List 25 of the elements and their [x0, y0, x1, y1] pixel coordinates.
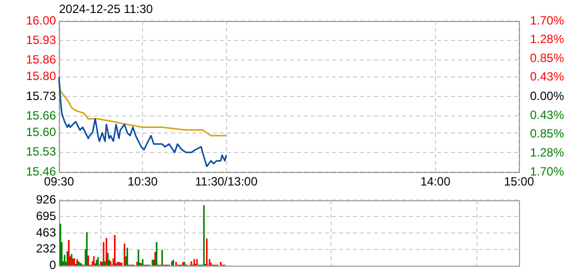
x-tick-label: 14:00 [420, 174, 451, 189]
x-tick-label: 11:30/13:00 [195, 174, 258, 189]
y-tick-label: 15.60 [26, 125, 56, 140]
y-tick-label: 695 [36, 208, 56, 223]
y2-tick-label: 0.85% [530, 51, 564, 66]
chart-title: 2024-12-25 11:30 [59, 2, 153, 16]
y2-tick-label: 1.28% [530, 146, 564, 160]
y2-tick-label: 1.70% [530, 13, 564, 28]
y-tick-label: 15.66 [26, 108, 56, 122]
y-tick-label: 232 [36, 242, 56, 256]
y-tick-label: 15.93 [26, 32, 56, 47]
y-tick-label: 0 [49, 258, 56, 272]
y-tick-label: 15.53 [26, 144, 56, 159]
y-tick-label: 16.00 [26, 13, 56, 28]
y-tick-label: 15.73 [26, 88, 56, 103]
y2-tick-label: 0.00% [530, 88, 564, 103]
y-tick-label: 15.80 [26, 69, 56, 84]
y-tick-label: 15.86 [26, 52, 56, 66]
y-tick-label: 926 [36, 192, 56, 207]
y-tick-label: 463 [36, 225, 56, 240]
y2-tick-label: 1.28% [530, 32, 564, 46]
y2-tick-label: 0.43% [530, 108, 564, 122]
y2-tick-label: 0.43% [530, 70, 564, 84]
y2-tick-label: 0.85% [530, 126, 564, 141]
x-tick-label: 10:30 [128, 174, 158, 189]
